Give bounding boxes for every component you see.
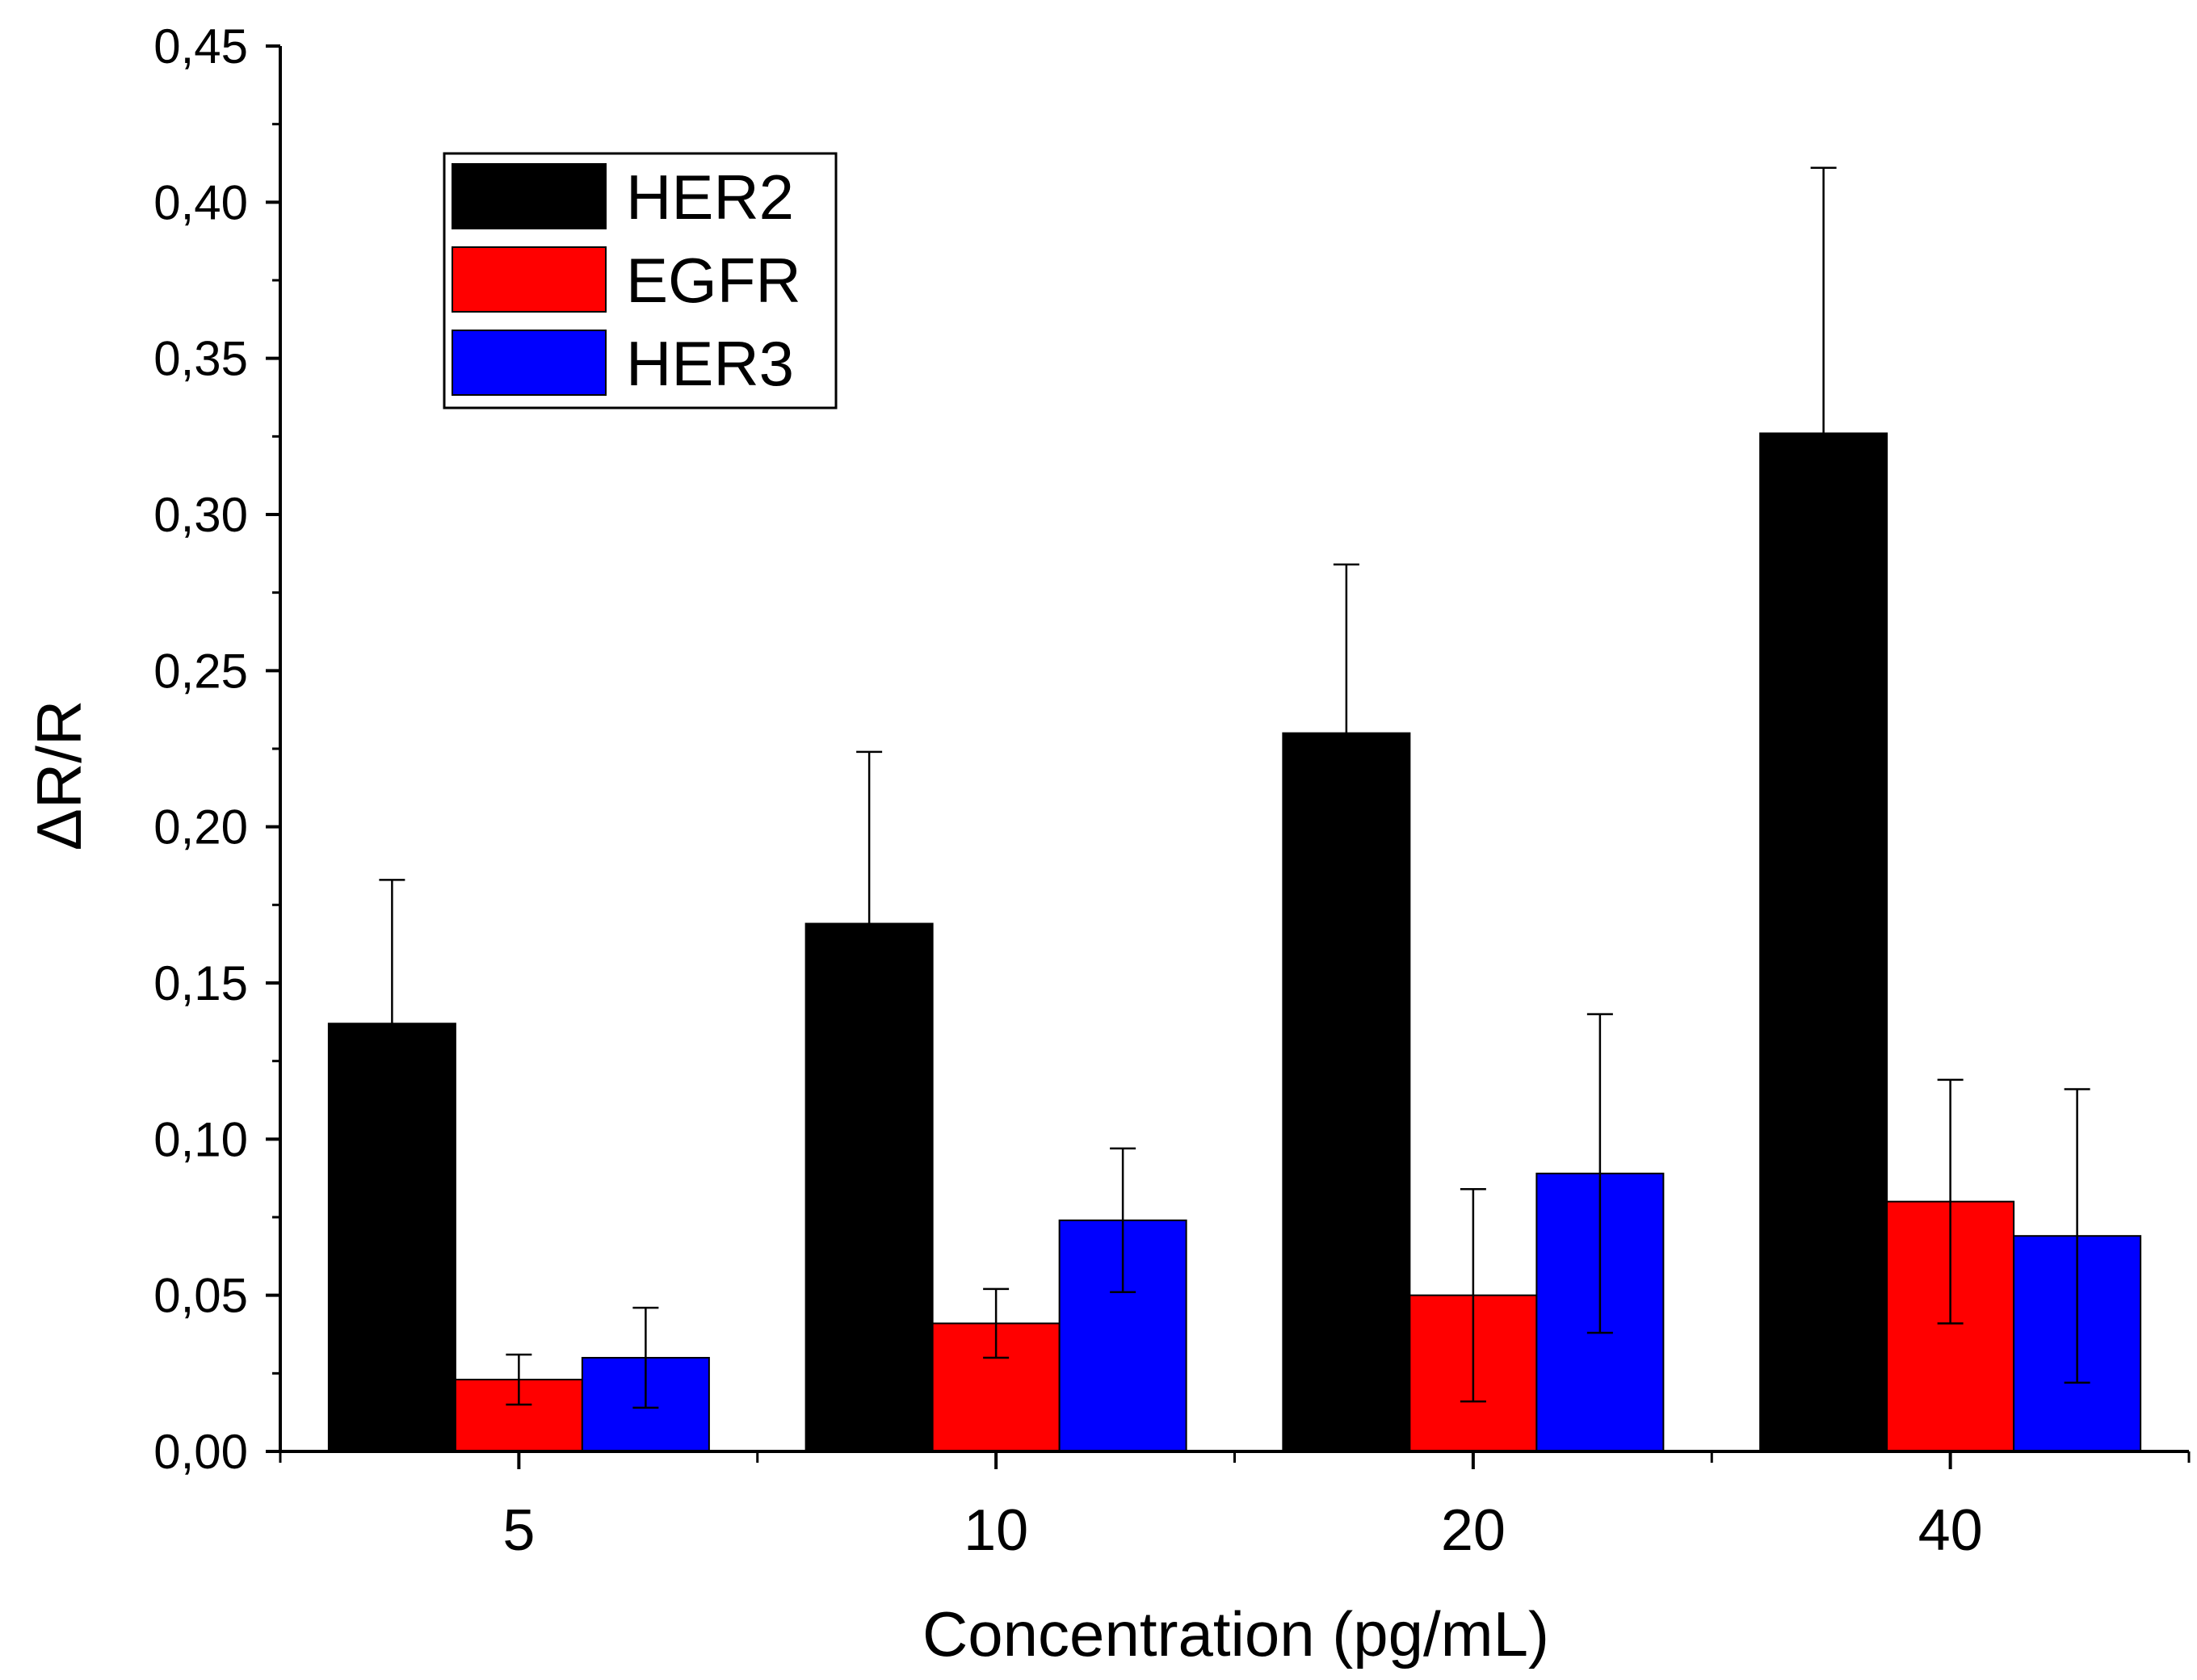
y-tick-label: 0,20 (153, 800, 248, 855)
legend: HER2 EGFR HER3 (443, 152, 838, 410)
y-tick-label: 0,45 (153, 19, 248, 74)
legend-label-egfr: EGFR (626, 245, 801, 316)
x-tick-label: 5 (502, 1498, 535, 1563)
y-tick-label: 0,30 (153, 488, 248, 542)
y-tick-label: 0,15 (153, 956, 248, 1010)
y-ticks-layer: 0,00 0,05 0,10 0,15 0,20 0,25 0,30 0,35 0,40 0,45 (153, 19, 280, 1479)
legend-swatch-egfr (452, 246, 607, 313)
x-axis-title: Concentration (pg/mL) (922, 1598, 1549, 1670)
bars-layer (327, 432, 2142, 1453)
y-axis-title: ΔR/R (23, 700, 95, 850)
y-tick-label: 0,05 (153, 1269, 248, 1323)
error-bars-layer (379, 166, 2090, 1409)
y-tick-label: 0,40 (153, 175, 248, 229)
x-ticks-layer: 5 10 20 40 (279, 1451, 2191, 1563)
x-tick-label: 40 (1918, 1498, 1983, 1563)
y-tick-label: 0,35 (153, 332, 248, 386)
y-tick-label: 0,00 (153, 1425, 248, 1479)
x-tick-label: 20 (1441, 1498, 1506, 1563)
legend-label-her2: HER2 (626, 162, 794, 233)
y-tick-label: 0,10 (153, 1112, 248, 1166)
legend-swatch-her3 (452, 330, 607, 396)
legend-label-her3: HER3 (626, 328, 794, 399)
x-tick-label: 10 (964, 1498, 1028, 1563)
legend-swatch-her2 (452, 163, 607, 229)
y-tick-label: 0,25 (153, 644, 248, 698)
